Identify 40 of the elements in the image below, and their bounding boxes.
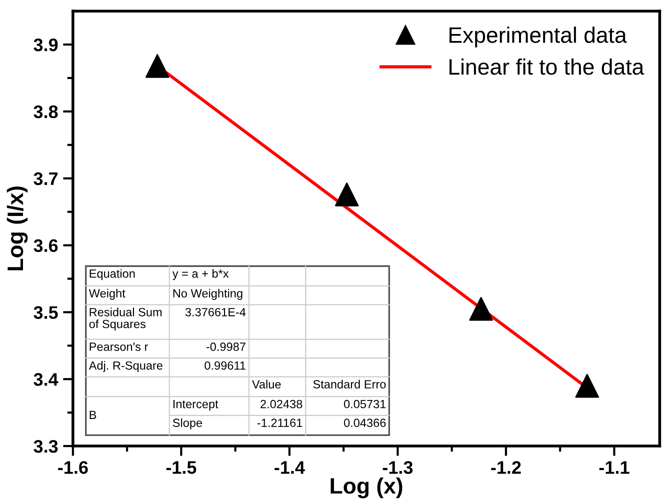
x-axis-title: Log (x) xyxy=(330,477,402,498)
annotation: 0.05731 xyxy=(344,400,386,408)
y-tick-label: 3.4 xyxy=(34,373,58,386)
annotation: y = a + b*x xyxy=(172,269,229,280)
y-tick-label: 3.6 xyxy=(34,239,58,252)
x-tick-label: -1.3 xyxy=(382,461,413,474)
point xyxy=(334,182,359,206)
annotation: 3.37661E-4 xyxy=(185,308,246,316)
legend-label: Experimental data xyxy=(450,26,627,48)
y-tick-label: 3.7 xyxy=(34,172,58,186)
x-tick-label: -1.2 xyxy=(491,461,521,474)
x-tick-label: -1.4 xyxy=(274,461,305,474)
annotation: Weight xyxy=(88,288,126,300)
annotation: Equation xyxy=(90,269,135,280)
y-tick-label: 3.8 xyxy=(34,105,58,118)
annotation: 0.99611 xyxy=(204,361,246,370)
x-tick-label: -1.5 xyxy=(166,461,196,474)
annotation: Standard Erro xyxy=(313,380,386,388)
annotation: Residual Sum of Squares xyxy=(89,308,162,331)
annotation: B xyxy=(90,410,96,419)
y-tick-label: 3.9 xyxy=(34,38,58,52)
point xyxy=(575,374,600,398)
annotation: -1.21161 xyxy=(257,418,302,428)
annotation: 0.04366 xyxy=(344,418,386,428)
annotation: Slope xyxy=(172,418,202,430)
annotation: No Weighting xyxy=(173,288,242,300)
annotation: Value xyxy=(252,380,281,388)
annotation: -0.9987 xyxy=(206,342,246,351)
x-tick-label: -1.6 xyxy=(58,461,88,474)
legend-label: Linear fit to the data xyxy=(450,58,644,75)
annotation: Adj. R-Square xyxy=(88,361,162,372)
point xyxy=(469,296,493,321)
x-tick-label: -1.1 xyxy=(599,461,630,474)
y-axis-title: Log (I/x) xyxy=(6,186,28,270)
annotation: Pearson's r xyxy=(90,342,148,351)
y-tick-label: 3.5 xyxy=(34,306,58,319)
point xyxy=(145,54,170,78)
annotation: Intercept xyxy=(173,400,218,411)
y-tick-label: 3.3 xyxy=(34,440,58,453)
annotation: 2.02438 xyxy=(260,400,302,408)
